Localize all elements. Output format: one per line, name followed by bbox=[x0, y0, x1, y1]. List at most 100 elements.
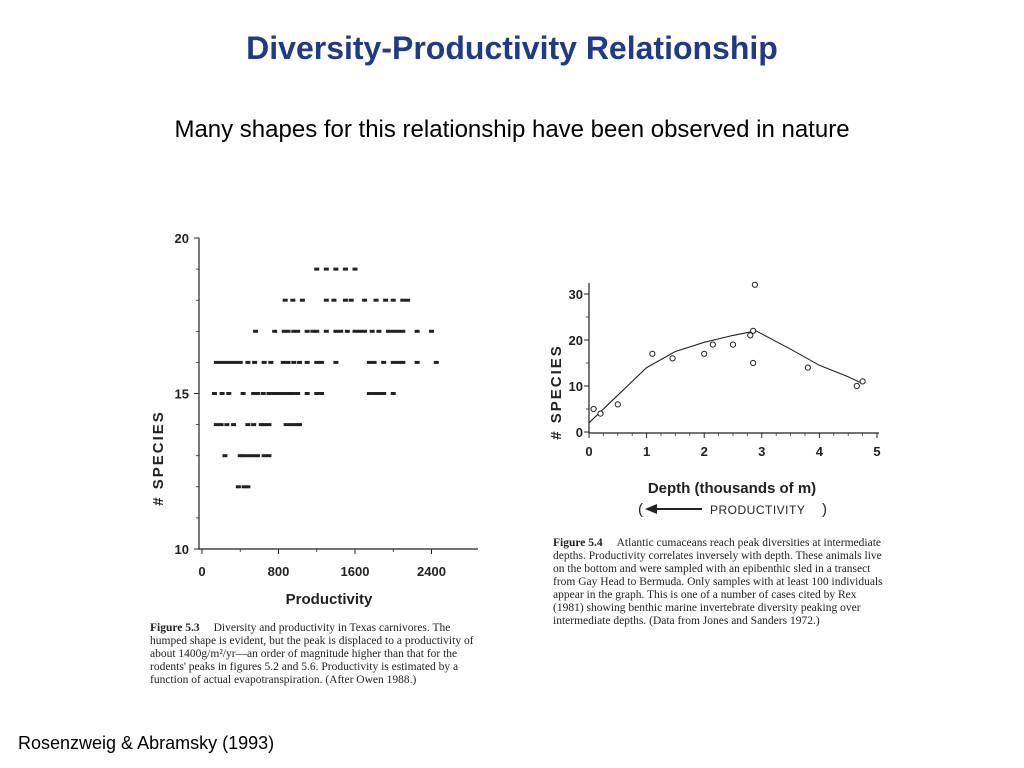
chart1-data-point bbox=[352, 329, 358, 333]
chart1-data-point bbox=[268, 360, 274, 364]
chart1-data-point bbox=[285, 360, 291, 364]
figure-5-4-caption: Figure 5.4 Atlantic cumaceans reach peak … bbox=[553, 537, 886, 628]
chart1-data-point bbox=[251, 392, 257, 395]
chart1-data-point bbox=[241, 485, 247, 489]
chart1-data-point bbox=[405, 298, 411, 302]
chart1-data-point bbox=[342, 298, 348, 302]
chart1-data-point bbox=[219, 392, 225, 395]
chart1-data-point bbox=[331, 298, 337, 302]
chart1-data-point bbox=[291, 329, 297, 333]
chart1-data-point bbox=[304, 360, 310, 364]
chart2-data-point bbox=[701, 350, 708, 357]
chart1-data-point bbox=[245, 454, 251, 458]
chart2-data-point bbox=[597, 410, 604, 417]
chart1-data-point bbox=[222, 454, 228, 458]
chart1-data-point bbox=[218, 360, 224, 364]
chart1-x-tick-label: 800 bbox=[268, 564, 290, 579]
chart1-data-point bbox=[237, 360, 243, 364]
chart1-data-point bbox=[381, 360, 387, 364]
chart1-data-point bbox=[245, 360, 251, 364]
chart2-trend-line bbox=[588, 330, 863, 424]
chart1-data-point bbox=[314, 329, 320, 333]
chart1-x-axis-label: Productivity bbox=[286, 591, 373, 608]
chart2-x-tick-label: 5 bbox=[873, 444, 880, 459]
chart2-x-axis-label: Depth (thousands of m) bbox=[648, 480, 816, 497]
chart1-data-point bbox=[261, 360, 267, 364]
chart2-x-tick-label: 0 bbox=[585, 444, 592, 459]
chart1-data-point bbox=[260, 392, 266, 395]
chart1-data-point bbox=[304, 329, 310, 333]
chart2-data-point bbox=[859, 378, 866, 385]
chart2-data-point bbox=[669, 355, 676, 362]
chart1-data-point bbox=[218, 423, 224, 427]
chart2-axes: 0 10 20 30 0 1 2 3 4 5 bbox=[569, 283, 881, 459]
chart1-y-tick-label: 20 bbox=[175, 231, 189, 246]
chart1-y-tick-label: 15 bbox=[175, 387, 189, 402]
chart1-data-point bbox=[283, 423, 289, 427]
chart2-data-point bbox=[709, 341, 716, 348]
chart1-data-point bbox=[266, 392, 272, 395]
chart1-data-point bbox=[231, 423, 237, 427]
chart1-data-point bbox=[390, 392, 396, 395]
figure-5-4-label: Figure 5.4 bbox=[553, 537, 603, 549]
chart2-data-point bbox=[750, 327, 757, 334]
chart1-x-tick-label: 0 bbox=[198, 564, 205, 579]
chart1-data-point bbox=[385, 329, 391, 333]
chart1-data-point bbox=[252, 360, 258, 364]
chart1-data-point bbox=[253, 329, 259, 333]
chart1-data-point bbox=[288, 423, 294, 427]
chart1-data-point bbox=[266, 454, 272, 458]
chart1-data-point bbox=[261, 454, 267, 458]
chart1-data-point bbox=[261, 423, 267, 427]
chart1-data-point bbox=[352, 267, 358, 271]
chart1-data-point bbox=[390, 329, 396, 333]
chart1-data-point bbox=[223, 360, 229, 364]
chart1-data-point bbox=[224, 423, 230, 427]
chart1-data-point bbox=[310, 329, 316, 333]
arrow-head bbox=[645, 504, 657, 514]
chart2-data-point bbox=[649, 350, 656, 357]
chart1-x-tick-label: 2400 bbox=[417, 564, 446, 579]
chart1-data-point bbox=[211, 392, 217, 395]
chart1-data-point bbox=[338, 329, 344, 333]
chart1-data-point bbox=[376, 329, 382, 333]
chart1-data-point bbox=[400, 329, 406, 333]
chart1-data-point bbox=[383, 298, 389, 302]
chart1-data-point bbox=[254, 392, 260, 395]
chart1-data-point bbox=[400, 298, 406, 302]
chart2-y-tick-label: 0 bbox=[576, 425, 583, 440]
chart1-data-point bbox=[314, 267, 320, 271]
figure-5-3-label: Figure 5.3 bbox=[150, 622, 200, 634]
chart1-data-point bbox=[285, 392, 291, 395]
chart1-data-point bbox=[299, 298, 305, 302]
chart1-data-point bbox=[240, 454, 246, 458]
figure-5-4-text: Atlantic cumaceans reach peak diversitie… bbox=[553, 537, 883, 627]
chart1-data-point bbox=[366, 360, 372, 364]
chart1-y-axis-label: # SPECIES bbox=[150, 410, 167, 506]
chart1-y-tick-label: 10 bbox=[175, 542, 189, 557]
chart2-y-tick-label: 30 bbox=[569, 287, 583, 302]
chart1-data-point bbox=[371, 392, 377, 395]
chart1-data-point bbox=[297, 360, 303, 364]
chart1-data-point bbox=[323, 298, 329, 302]
chart1-data-point bbox=[272, 329, 278, 333]
chart1-data-point bbox=[348, 298, 354, 302]
chart2-data-point bbox=[747, 332, 754, 339]
slide-title: Diversity-Productivity Relationship bbox=[246, 30, 778, 66]
chart1-data-point bbox=[285, 329, 291, 333]
chart1-data-point bbox=[414, 360, 420, 364]
chart2-productivity-label: PRODUCTIVITY bbox=[710, 503, 805, 517]
chart1-data-point bbox=[232, 360, 238, 364]
chart1-data-point bbox=[333, 267, 339, 271]
chart2-data-point bbox=[853, 382, 860, 390]
chart2-trend bbox=[588, 330, 863, 424]
chart1-data-point bbox=[342, 267, 348, 271]
chart1-data-point bbox=[362, 329, 368, 333]
chart1-data-point bbox=[235, 485, 241, 489]
chart2-x-tick-label: 4 bbox=[816, 444, 824, 459]
chart1-data-point bbox=[290, 298, 296, 302]
chart2-data-point bbox=[750, 359, 757, 367]
paren-close: ) bbox=[822, 501, 827, 518]
chart1-data-point bbox=[295, 329, 301, 333]
chart1-data-point bbox=[314, 392, 320, 395]
